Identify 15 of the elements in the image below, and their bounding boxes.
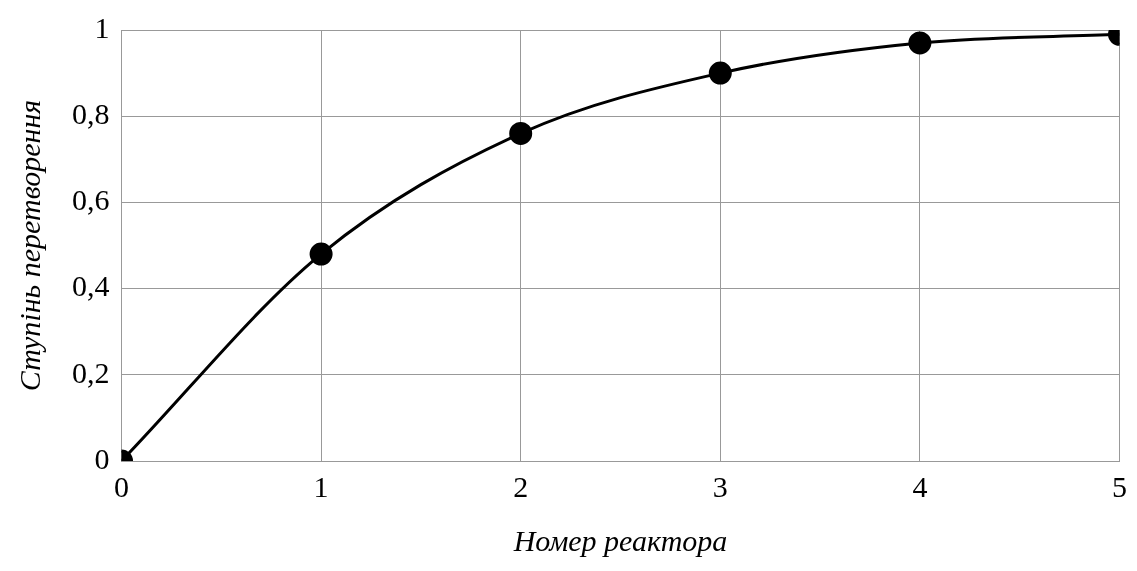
x-tick-label: 5	[1112, 469, 1127, 503]
y-axis-title: Ступінь перетворення	[12, 99, 46, 392]
y-tick-label: 1	[94, 10, 110, 44]
x-tick-label: 3	[712, 469, 728, 503]
point	[509, 121, 533, 145]
y-tick-label: 0,6	[72, 183, 110, 217]
y-tick-label: 0,4	[72, 269, 110, 303]
point	[708, 61, 732, 85]
x-tick-label: 1	[313, 469, 329, 503]
x-tick-label: 2	[513, 469, 529, 503]
y-tick-label: 0	[94, 441, 110, 475]
x-axis-title: Номер реактора	[512, 523, 728, 557]
y-tick-label: 0,2	[72, 355, 110, 389]
y-tick-label: 0,8	[72, 97, 110, 131]
x-tick-label: 4	[912, 469, 928, 503]
